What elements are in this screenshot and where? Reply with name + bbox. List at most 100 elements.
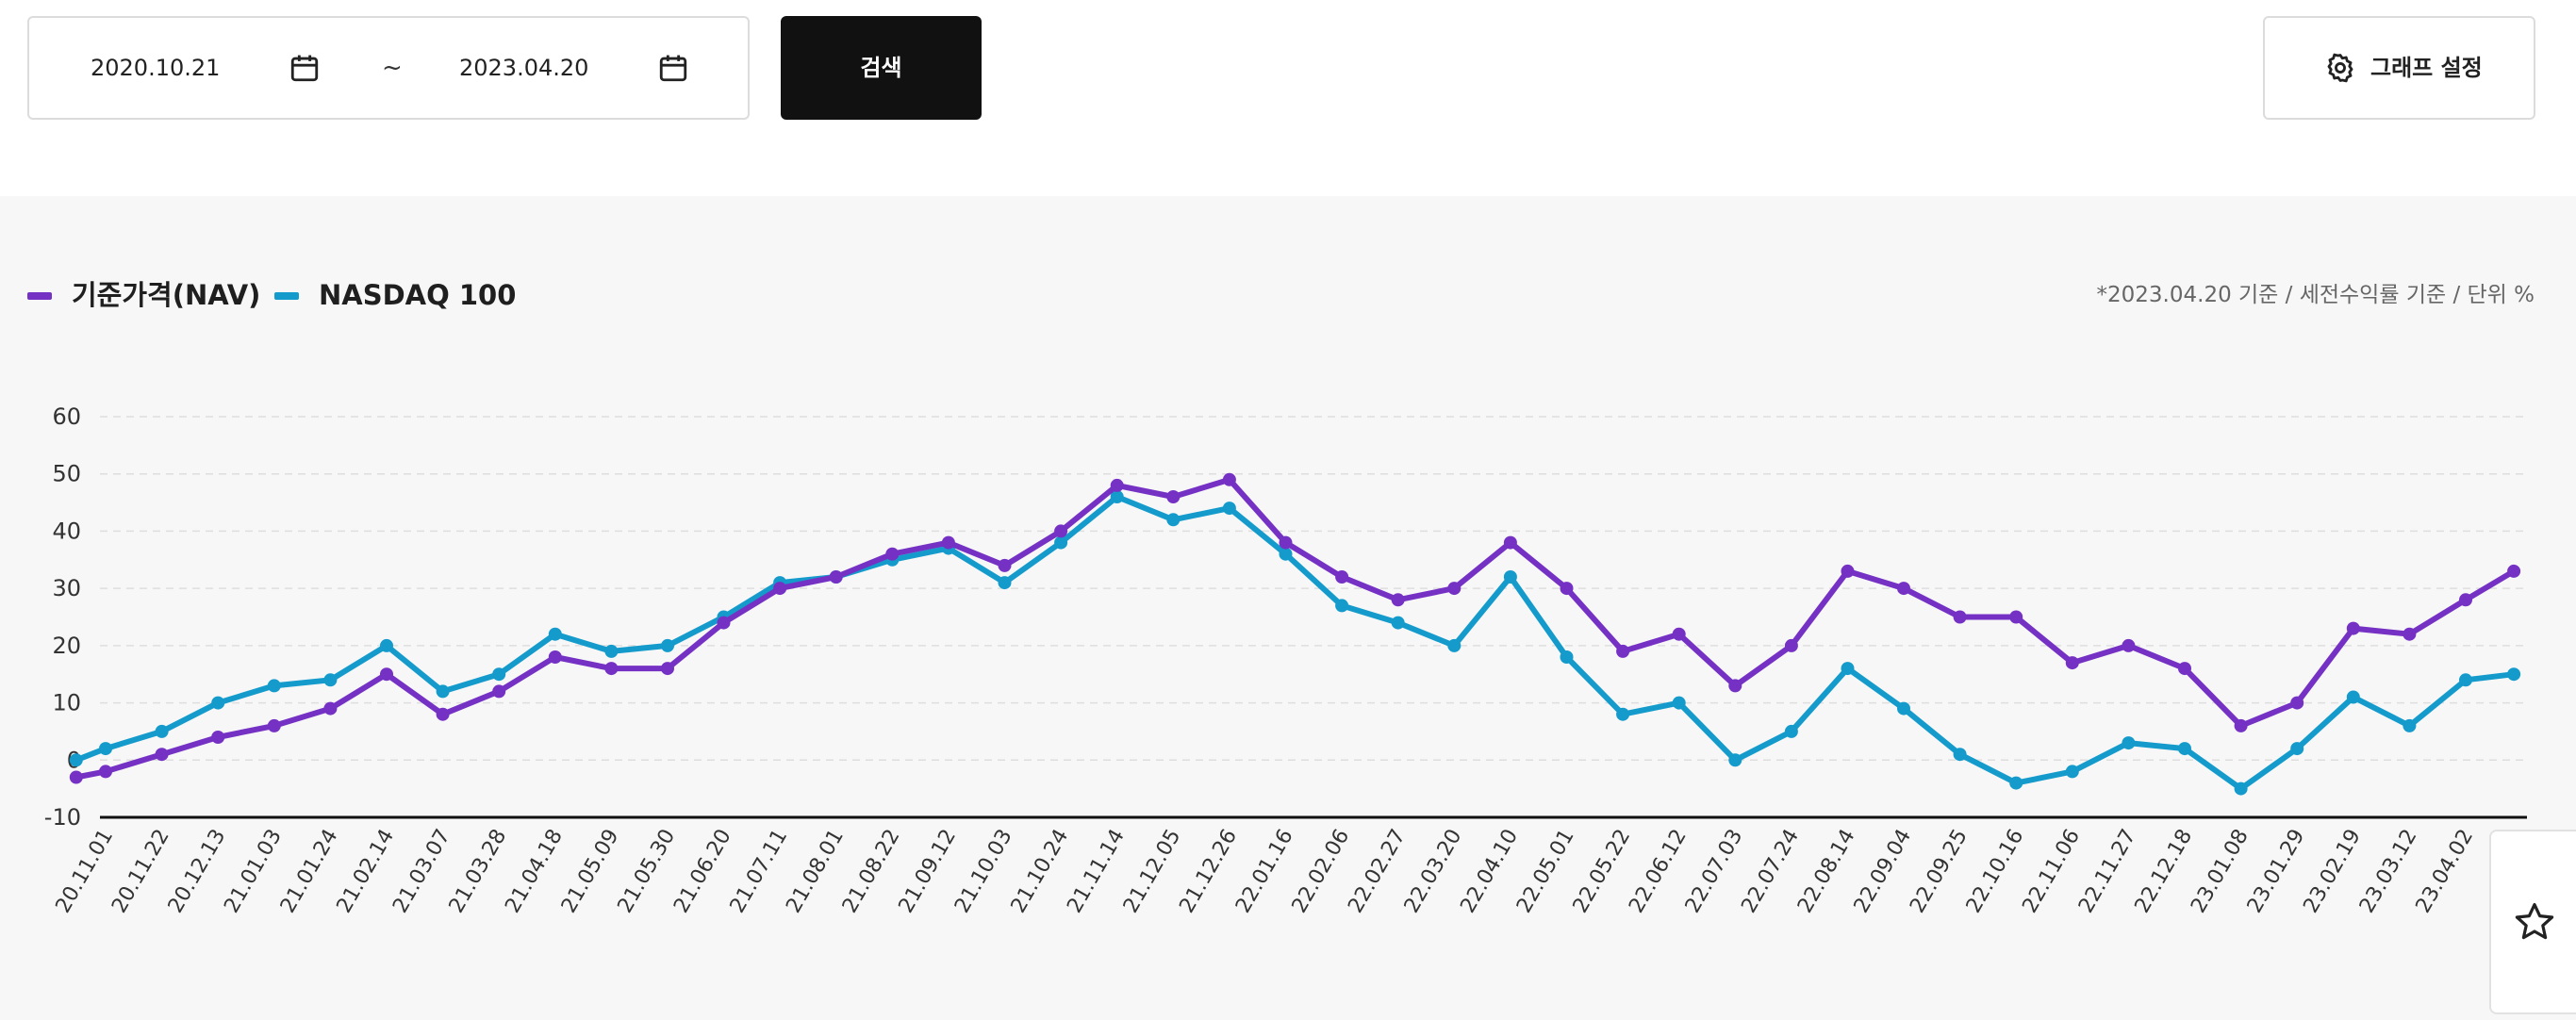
end-date-field[interactable]: 2023.04.20 <box>459 55 589 81</box>
data-point-nasdaq[interactable] <box>380 638 393 652</box>
date-range-picker[interactable]: 2020.10.21 ~ 2023.04.20 <box>27 16 750 120</box>
favorite-button[interactable] <box>2489 830 2576 1014</box>
data-point-nav[interactable] <box>1391 593 1405 607</box>
data-point-nav[interactable] <box>2403 627 2417 641</box>
search-button[interactable]: 검색 <box>781 16 982 120</box>
data-point-nasdaq[interactable] <box>1953 748 1967 762</box>
data-point-nav[interactable] <box>380 667 393 682</box>
data-point-nasdaq[interactable] <box>998 576 1012 590</box>
data-point-nav[interactable] <box>1841 564 1855 578</box>
data-point-nav[interactable] <box>604 662 619 676</box>
data-point-nasdaq[interactable] <box>2403 718 2417 732</box>
data-point-nav[interactable] <box>1953 610 1967 624</box>
start-date-field[interactable]: 2020.10.21 <box>91 55 221 81</box>
data-point-nav[interactable] <box>69 770 83 784</box>
data-point-nav[interactable] <box>1503 535 1517 550</box>
data-point-nav[interactable] <box>1054 524 1068 538</box>
data-point-nav[interactable] <box>773 582 787 596</box>
data-point-nasdaq[interactable] <box>548 627 562 641</box>
data-point-nasdaq[interactable] <box>1335 599 1349 613</box>
legend-label-nav: 기준가격(NAV) <box>72 279 261 311</box>
data-point-nasdaq[interactable] <box>267 679 281 693</box>
data-point-nasdaq[interactable] <box>2346 690 2360 704</box>
data-point-nav[interactable] <box>2009 610 2023 624</box>
data-point-nasdaq[interactable] <box>211 696 225 710</box>
data-point-nav[interactable] <box>661 662 674 676</box>
data-point-nav[interactable] <box>1616 644 1630 658</box>
data-point-nav[interactable] <box>99 765 112 779</box>
data-point-nasdaq[interactable] <box>323 673 338 687</box>
data-point-nav[interactable] <box>211 731 225 744</box>
data-point-nasdaq[interactable] <box>99 742 112 756</box>
data-point-nasdaq[interactable] <box>1897 701 1910 716</box>
data-point-nav[interactable] <box>1784 638 1798 652</box>
gear-icon <box>2327 53 2353 83</box>
data-point-nav[interactable] <box>1166 490 1181 503</box>
data-point-nasdaq[interactable] <box>1447 638 1461 652</box>
data-point-nav[interactable] <box>155 748 169 762</box>
data-point-nav[interactable] <box>1560 582 1574 596</box>
date-separator: ~ <box>382 54 403 82</box>
data-point-nav[interactable] <box>2290 696 2304 710</box>
data-point-nasdaq[interactable] <box>69 753 83 767</box>
data-point-nasdaq[interactable] <box>2459 673 2472 687</box>
data-point-nasdaq[interactable] <box>1616 707 1630 721</box>
data-point-nasdaq[interactable] <box>2122 736 2136 750</box>
data-point-nav[interactable] <box>2234 718 2248 732</box>
data-point-nav[interactable] <box>267 718 281 732</box>
data-point-nav[interactable] <box>1728 679 1742 693</box>
calendar-icon[interactable] <box>289 52 321 84</box>
data-point-nasdaq[interactable] <box>2009 776 2023 790</box>
data-point-nasdaq[interactable] <box>2290 742 2304 756</box>
data-point-nav[interactable] <box>1110 478 1124 492</box>
graph-settings-button[interactable]: 그래프 설정 <box>2263 16 2535 120</box>
data-point-nasdaq[interactable] <box>1503 570 1517 584</box>
data-point-nasdaq[interactable] <box>1391 616 1405 630</box>
data-point-nasdaq[interactable] <box>1279 547 1293 561</box>
data-point-nav[interactable] <box>548 650 562 664</box>
data-point-nasdaq[interactable] <box>1841 662 1855 676</box>
data-point-nasdaq[interactable] <box>1560 650 1574 664</box>
data-point-nav[interactable] <box>1897 582 1910 596</box>
data-point-nasdaq[interactable] <box>1054 535 1068 550</box>
data-point-nasdaq[interactable] <box>2178 742 2191 756</box>
data-point-nasdaq[interactable] <box>661 638 674 652</box>
data-point-nasdaq[interactable] <box>604 644 619 658</box>
y-tick-label: 60 <box>52 403 81 430</box>
data-point-nasdaq[interactable] <box>1110 490 1124 503</box>
data-point-nav[interactable] <box>829 570 843 584</box>
toolbar: 2020.10.21 ~ 2023.04.20 검색 그래프 설정 <box>0 0 2576 196</box>
data-point-nav[interactable] <box>1447 582 1461 596</box>
data-point-nasdaq[interactable] <box>2234 781 2248 796</box>
data-point-nasdaq[interactable] <box>2065 765 2079 779</box>
data-point-nav[interactable] <box>941 535 955 550</box>
data-point-nav[interactable] <box>2178 662 2191 676</box>
data-point-nasdaq[interactable] <box>1672 696 1686 710</box>
data-point-nav[interactable] <box>492 684 506 699</box>
data-point-nav[interactable] <box>1672 627 1686 641</box>
data-point-nasdaq[interactable] <box>1728 753 1742 767</box>
data-point-nasdaq[interactable] <box>1222 502 1236 516</box>
data-point-nav[interactable] <box>1335 570 1349 584</box>
data-point-nav[interactable] <box>323 701 338 716</box>
data-point-nasdaq[interactable] <box>492 667 506 682</box>
data-point-nav[interactable] <box>1279 535 1293 550</box>
data-point-nav[interactable] <box>885 547 900 561</box>
data-point-nasdaq[interactable] <box>1784 724 1798 738</box>
data-point-nasdaq[interactable] <box>436 684 450 699</box>
data-point-nasdaq[interactable] <box>155 724 169 738</box>
data-point-nav[interactable] <box>717 616 731 630</box>
data-point-nav[interactable] <box>2459 593 2472 607</box>
data-point-nasdaq[interactable] <box>2507 667 2521 682</box>
calendar-icon[interactable] <box>657 52 689 84</box>
data-point-nav[interactable] <box>436 707 450 721</box>
data-point-nav[interactable] <box>2507 564 2521 578</box>
data-point-nav[interactable] <box>2065 656 2079 670</box>
data-point-nav[interactable] <box>2122 638 2136 652</box>
data-point-nav[interactable] <box>2346 621 2360 635</box>
data-point-nav[interactable] <box>998 558 1012 572</box>
data-point-nasdaq[interactable] <box>1166 513 1181 527</box>
star-icon <box>2515 903 2554 940</box>
data-point-nav[interactable] <box>1222 472 1236 486</box>
